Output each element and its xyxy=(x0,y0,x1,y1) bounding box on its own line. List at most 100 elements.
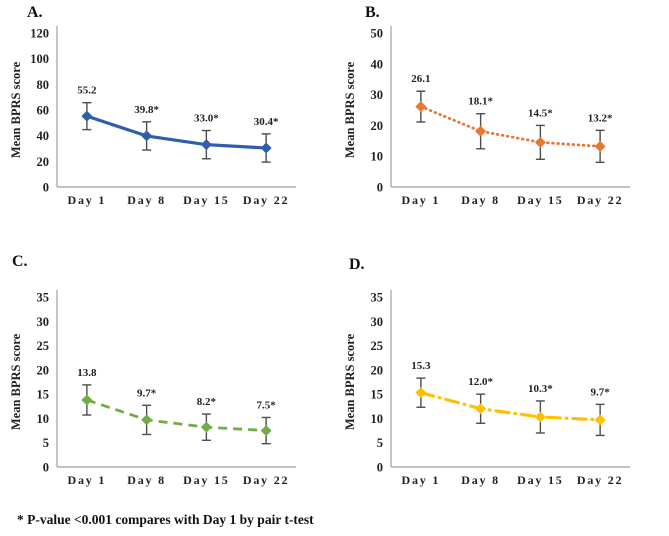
x-tick-label: Day 22 xyxy=(243,473,289,487)
y-tick-label: 40 xyxy=(371,57,384,71)
x-tick-label: Day 22 xyxy=(577,473,623,487)
panel-c: C. 0 5 10 15 20 25 30 35 Mean BPRS score Day 1 Day… xyxy=(0,232,334,504)
y-tick-label: 40 xyxy=(37,129,50,143)
data-point-label: 14.5* xyxy=(528,107,553,119)
y-axis-title: Mean BPRS score xyxy=(343,333,357,430)
data-point-marker xyxy=(81,110,93,122)
data-point-marker xyxy=(475,403,487,415)
data-point-label: 13.2* xyxy=(588,112,613,124)
series-line xyxy=(86,114,267,150)
series-line xyxy=(86,398,267,432)
x-tick-label: Day 22 xyxy=(243,193,289,207)
x-tick-label: Day 1 xyxy=(402,193,441,207)
y-tick-label: 15 xyxy=(37,388,50,402)
data-point-marker xyxy=(415,101,427,113)
x-tick-label: Day 15 xyxy=(517,473,563,487)
data-point-marker xyxy=(534,411,546,423)
data-point-marker xyxy=(260,142,272,154)
y-tick-label: 50 xyxy=(371,27,384,41)
x-tick-label: Day 8 xyxy=(127,193,166,207)
y-tick-label: 30 xyxy=(371,88,384,102)
series-line xyxy=(419,105,602,148)
y-tick-label: 0 xyxy=(43,181,49,195)
x-tick-label: Day 1 xyxy=(68,193,107,207)
data-point-label: 18.1* xyxy=(468,96,493,108)
data-point-marker xyxy=(415,387,427,399)
panel-a: A. 0 20 40 60 80 100 120 Mean BPRS score Day 1 Da… xyxy=(0,0,334,232)
x-tick-label: Day 8 xyxy=(461,473,500,487)
line-chart-c: 0 5 10 15 20 25 30 35 Mean BPRS score Day 1 Day 8 D… xyxy=(9,290,296,487)
data-point-marker xyxy=(260,425,272,437)
x-tick-label: Day 15 xyxy=(517,193,563,207)
y-tick-label: 5 xyxy=(377,436,383,450)
data-point-marker xyxy=(141,414,153,426)
data-point-marker xyxy=(200,421,212,433)
y-tick-label: 80 xyxy=(37,78,50,92)
panel-d: D. 0 5 10 15 20 25 30 35 Mean BPRS score Day 1 Day… xyxy=(334,232,669,504)
data-point-label: 55.2 xyxy=(77,85,97,97)
data-point-label: 13.8 xyxy=(77,367,97,379)
line-chart-b: 0 10 20 30 40 50 Mean BPRS score Day 1 Day 8 Day … xyxy=(343,26,630,207)
y-tick-label: 10 xyxy=(371,150,384,164)
x-tick-label: Day 1 xyxy=(68,473,107,487)
y-axis-title: Mean BPRS score xyxy=(9,333,23,430)
y-tick-label: 30 xyxy=(371,315,384,329)
x-tick-label: Day 15 xyxy=(183,473,229,487)
data-point-label: 9.7* xyxy=(137,387,157,399)
y-tick-label: 0 xyxy=(377,181,383,195)
data-point-label: 30.4* xyxy=(254,116,279,128)
data-point-marker xyxy=(475,125,487,137)
series-line xyxy=(419,391,602,422)
y-tick-label: 35 xyxy=(37,291,50,305)
x-tick-label: Day 15 xyxy=(183,193,229,207)
footnote: * P-value <0.001 compares with Day 1 by … xyxy=(17,512,314,527)
data-point-label: 8.2* xyxy=(197,396,217,408)
panel-b: B. 0 10 20 30 40 50 Mean BPRS score Day 1 Day 8 D… xyxy=(334,0,669,232)
data-point-marker xyxy=(594,140,606,152)
data-point-label: 7.5* xyxy=(257,399,277,411)
y-tick-label: 25 xyxy=(37,339,50,353)
x-tick-label: Day 8 xyxy=(127,473,166,487)
y-tick-label: 10 xyxy=(37,412,50,426)
data-point-label: 9.7* xyxy=(591,386,611,398)
y-axis-title: Mean BPRS score xyxy=(9,61,23,158)
data-point-label: 15.3 xyxy=(411,360,431,372)
x-tick-label: Day 8 xyxy=(461,193,500,207)
line-chart-a: 0 20 40 60 80 100 120 Mean BPRS score Day 1 Day 8… xyxy=(9,26,296,207)
y-tick-label: 0 xyxy=(43,461,49,475)
panel-b-label: B. xyxy=(365,4,380,21)
y-tick-label: 5 xyxy=(43,436,49,450)
y-tick-label: 35 xyxy=(371,291,384,305)
data-point-label: 39.8* xyxy=(134,104,159,116)
y-axis-title: Mean BPRS score xyxy=(343,61,357,158)
data-point-marker xyxy=(594,414,606,426)
data-point-marker xyxy=(141,130,153,142)
y-tick-label: 100 xyxy=(30,52,49,66)
data-point-label: 12.0* xyxy=(468,376,493,388)
y-tick-label: 120 xyxy=(30,27,49,41)
panel-c-label: C. xyxy=(12,253,28,270)
data-point-marker xyxy=(81,394,93,406)
y-tick-label: 60 xyxy=(37,104,50,118)
data-point-label: 33.0* xyxy=(194,113,219,125)
y-tick-label: 20 xyxy=(371,119,384,133)
chart-grid: A. 0 20 40 60 80 100 120 Mean BPRS score Day 1 Da… xyxy=(0,0,669,504)
y-tick-label: 30 xyxy=(37,315,50,329)
y-tick-label: 0 xyxy=(377,461,383,475)
data-point-label: 10.3* xyxy=(528,383,553,395)
y-tick-label: 10 xyxy=(371,412,384,426)
x-tick-label: Day 1 xyxy=(402,473,441,487)
y-tick-label: 20 xyxy=(37,363,50,377)
panel-d-label: D. xyxy=(349,256,365,273)
line-chart-d: 0 5 10 15 20 25 30 35 Mean BPRS score Day 1 Day 8 D… xyxy=(343,290,630,487)
data-point-label: 26.1 xyxy=(411,73,430,85)
x-tick-label: Day 22 xyxy=(577,193,623,207)
panel-a-label: A. xyxy=(27,4,43,21)
y-tick-label: 20 xyxy=(371,363,384,377)
data-point-marker xyxy=(534,136,546,148)
y-tick-label: 15 xyxy=(371,388,384,402)
y-tick-label: 20 xyxy=(37,155,50,169)
data-point-marker xyxy=(200,139,212,151)
y-tick-label: 25 xyxy=(371,339,384,353)
